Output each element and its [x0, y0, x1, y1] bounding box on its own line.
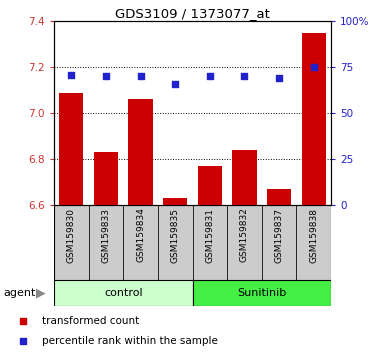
Bar: [54, 205, 89, 280]
Point: [20, 338, 26, 344]
Text: transformed count: transformed count: [42, 316, 140, 326]
Title: GDS3109 / 1373077_at: GDS3109 / 1373077_at: [115, 7, 270, 20]
Point: [103, 74, 109, 79]
Text: GSM159835: GSM159835: [171, 207, 180, 263]
Text: percentile rank within the sample: percentile rank within the sample: [42, 336, 218, 346]
Text: Sunitinib: Sunitinib: [237, 288, 286, 298]
Point: [172, 81, 178, 87]
Point: [137, 74, 144, 79]
Bar: [123, 205, 158, 280]
Bar: [94, 152, 118, 205]
Bar: [54, 280, 192, 306]
Bar: [267, 189, 291, 205]
Bar: [296, 205, 331, 280]
Point: [20, 318, 26, 324]
Bar: [192, 280, 331, 306]
Bar: [198, 166, 222, 205]
Text: GSM159832: GSM159832: [240, 207, 249, 262]
Bar: [192, 205, 227, 280]
Point: [68, 72, 74, 78]
Bar: [233, 150, 257, 205]
Text: ▶: ▶: [35, 287, 45, 299]
Bar: [89, 205, 123, 280]
Text: GSM159830: GSM159830: [67, 207, 76, 263]
Text: GSM159833: GSM159833: [101, 207, 110, 263]
Text: GSM159834: GSM159834: [136, 207, 145, 262]
Text: control: control: [104, 288, 142, 298]
Point: [241, 74, 248, 79]
Bar: [59, 93, 84, 205]
Text: GSM159837: GSM159837: [275, 207, 284, 263]
Bar: [302, 33, 326, 205]
Text: GSM159831: GSM159831: [205, 207, 214, 263]
Bar: [163, 198, 187, 205]
Bar: [227, 205, 262, 280]
Point: [276, 75, 282, 81]
Point: [207, 74, 213, 79]
Bar: [262, 205, 296, 280]
Bar: [158, 205, 192, 280]
Text: agent: agent: [4, 288, 36, 298]
Point: [311, 64, 317, 70]
Text: GSM159838: GSM159838: [309, 207, 318, 263]
Bar: [129, 99, 152, 205]
